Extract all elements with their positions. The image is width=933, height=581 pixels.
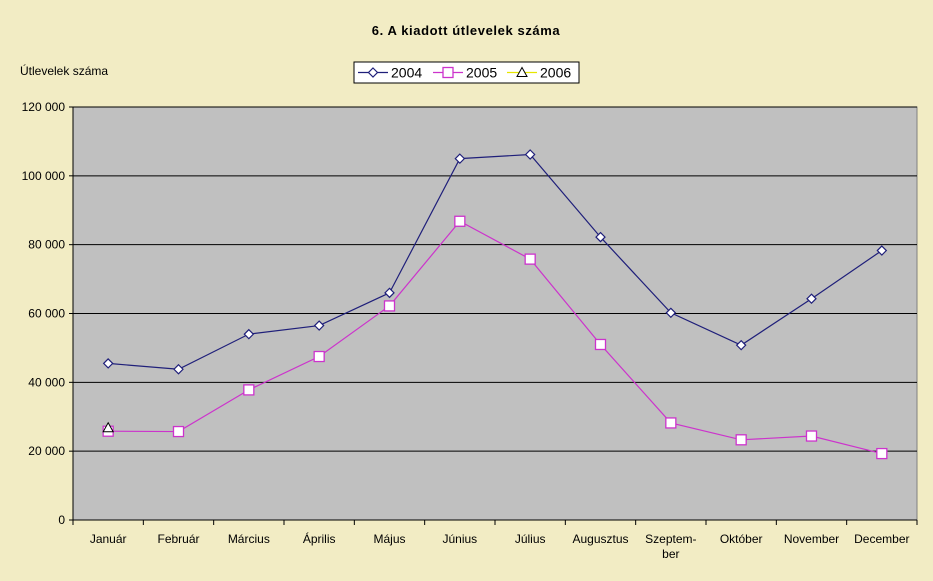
y-tick-label: 40 000 <box>28 375 65 389</box>
x-tick-label: Szeptem-ber <box>645 532 696 561</box>
x-tick-label: Február <box>157 532 199 546</box>
legend-entry-2004: 2004 <box>358 65 422 81</box>
x-tick-label: Július <box>515 532 546 546</box>
series-2005-point <box>442 66 454 79</box>
series-2005-point <box>313 350 325 363</box>
series-2005-point <box>594 338 607 351</box>
x-tick-label-line: November <box>784 532 839 546</box>
x-tick-label-line: Május <box>373 532 405 546</box>
x-tick-label-line: Június <box>442 532 477 546</box>
y-tick-labels: 0 20 000 40 000 60 000 80 000 100 000 120 000 <box>22 100 66 527</box>
x-tick-label-line: Január <box>90 532 127 546</box>
y-tick-label: 60 000 <box>28 307 65 321</box>
series-2005-line <box>108 220 882 455</box>
chart-title: 6. A kiadott útlevelek száma <box>372 23 561 38</box>
y-tick-label: 120 000 <box>22 100 66 114</box>
x-tick-label-line: Április <box>303 531 336 546</box>
series-2004 <box>102 149 888 375</box>
x-tick-label: Augusztus <box>572 532 628 546</box>
y-axis-label: Útlevelek száma <box>20 63 108 78</box>
legend: 2004 2005 2006 <box>353 61 580 84</box>
series-2004-point <box>102 358 114 369</box>
series-2004-point <box>735 339 747 351</box>
x-tick-label-line: Október <box>720 532 763 546</box>
x-tick-label-line: Szeptem- <box>645 532 696 546</box>
series-2005-point <box>524 253 536 265</box>
series-2005-point <box>243 384 255 396</box>
x-tick-labels: Január Február Március Április Május Június Jú… <box>90 531 910 561</box>
series-2004-point <box>173 363 184 375</box>
series-2005-point <box>172 425 185 438</box>
gridlines <box>73 106 917 452</box>
x-tick-label-line: Augusztus <box>572 532 628 546</box>
series-2004-point <box>806 293 817 305</box>
series-2004-point <box>665 307 677 319</box>
series-2005 <box>102 215 888 460</box>
series-2006 <box>102 421 115 433</box>
y-tick-label: 80 000 <box>28 238 65 252</box>
x-tick-label: Június <box>442 532 477 546</box>
legend-entry-2005: 2005 <box>433 65 497 81</box>
series-2005-point <box>876 447 888 460</box>
legend-label: 2004 <box>391 65 422 81</box>
series-2004-point <box>367 67 379 78</box>
x-tick-label: Január <box>90 532 127 546</box>
x-tick-label: Május <box>373 532 405 546</box>
x-tick-label: Április <box>303 531 336 546</box>
series-2006-point <box>516 66 528 77</box>
series-layer <box>102 149 888 460</box>
series-2004-point <box>454 153 466 164</box>
x-tick-label-line: Március <box>228 532 270 546</box>
series-2004-point <box>384 287 395 299</box>
y-tick-label: 0 <box>58 513 65 527</box>
x-tick-label-line: December <box>854 532 909 546</box>
series-2004-line <box>108 153 883 370</box>
x-tick-label: Október <box>720 532 763 546</box>
series-2004-point <box>243 328 255 340</box>
legend-label: 2005 <box>466 65 497 81</box>
series-2005-point <box>735 434 747 446</box>
series-2006-point <box>102 421 115 433</box>
series-2005-point <box>805 430 818 442</box>
x-tick-label: December <box>854 532 909 546</box>
series-2005-point <box>383 300 396 312</box>
series-2004-point <box>876 245 888 256</box>
y-tick-label: 20 000 <box>28 444 65 458</box>
series-2004-point <box>524 149 536 160</box>
x-tick-label: Március <box>228 532 270 546</box>
x-tick-label-line: Július <box>515 532 546 546</box>
y-tick-label: 100 000 <box>22 169 66 183</box>
series-2004-point <box>313 320 325 331</box>
legend-entry-2006: 2006 <box>507 65 571 81</box>
x-tick-label: November <box>784 532 839 546</box>
series-2005-point <box>665 417 677 429</box>
x-tick-label-line: Február <box>157 532 199 546</box>
series-2004-point <box>595 231 606 243</box>
x-tick-label-line: ber <box>662 547 679 561</box>
legend-label: 2006 <box>540 65 571 81</box>
legend-box <box>353 61 580 84</box>
series-2005-point <box>454 215 466 227</box>
axes <box>69 106 918 525</box>
